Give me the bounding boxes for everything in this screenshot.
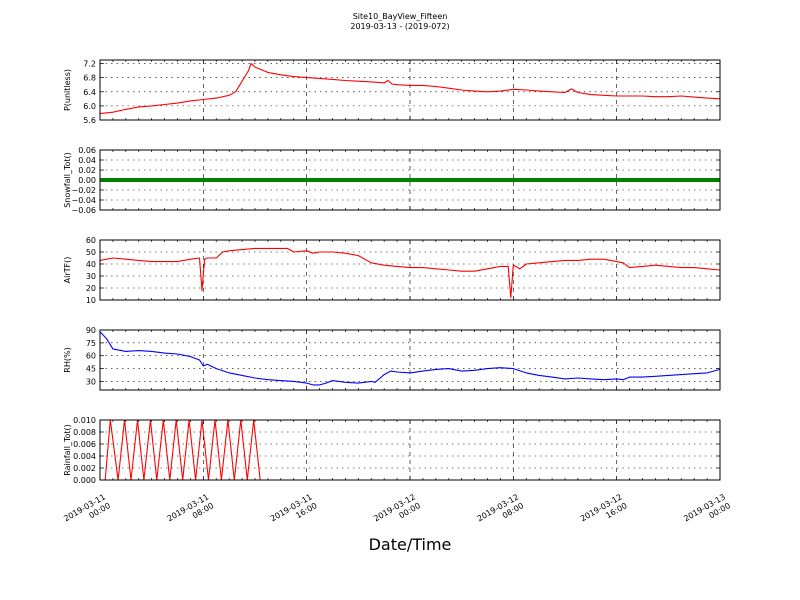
y-tick-label: 0.010 <box>73 416 96 425</box>
y-tick-label: 0.006 <box>73 440 96 449</box>
y-tick-label: 30 <box>86 272 96 281</box>
x-tick-label: 2019-03-1208:00 <box>476 492 526 532</box>
y-tick-label: −0.02 <box>71 186 96 195</box>
x-tick-label: 2019-03-1216:00 <box>579 492 629 532</box>
y-tick-label: 6.0 <box>83 102 96 111</box>
y-tick-label: 0.004 <box>73 452 96 461</box>
y-tick-label: 0.002 <box>73 464 96 473</box>
x-tick-label: 2019-03-1300:00 <box>682 492 732 532</box>
y-tick-label: 30 <box>86 377 96 386</box>
x-tick-label: 2019-03-1108:00 <box>166 492 216 532</box>
y-tick-label: 50 <box>86 248 96 257</box>
x-tick-label: 2019-03-1116:00 <box>269 492 319 532</box>
x-tick-labels: 2019-03-1100:00 2019-03-1108:00 2019-03-11… <box>62 492 732 532</box>
subplot-3: 10 20 30 40 50 60 AirTF() <box>63 236 721 305</box>
y-tick-label: 0.000 <box>73 476 96 485</box>
y-tick-label: 40 <box>86 260 96 269</box>
y-tick-label: 5.6 <box>83 116 96 125</box>
y-axis-label: RH(%) <box>63 347 72 372</box>
axes-frame <box>99 239 721 301</box>
axes-frame <box>99 419 721 481</box>
y-tick-label: 0.00 <box>78 176 96 185</box>
y-tick-label: 60 <box>86 236 96 245</box>
subplot-1: 5.6 6.0 6.4 6.8 7.2 P(unitless) <box>63 59 721 125</box>
y-tick-label: 7.2 <box>83 60 96 69</box>
y-tick-label: −0.04 <box>71 196 96 205</box>
chart-title: Site10_BayView_Fifteen <box>353 12 448 21</box>
x-tick-label: 2019-03-1200:00 <box>372 492 422 532</box>
y-axis-label: Rainfall_Tot() <box>63 424 72 476</box>
y-tick-label: 0.02 <box>78 166 96 175</box>
series-line <box>99 247 721 299</box>
y-tick-label: 75 <box>86 339 96 348</box>
y-tick-label: 0.04 <box>78 156 96 165</box>
x-axis-label: Date/Time <box>369 535 452 554</box>
y-axis-label: P(unitless) <box>63 69 72 111</box>
series-line <box>99 62 721 115</box>
x-tick-label: 2019-03-1100:00 <box>62 492 112 532</box>
y-tick-label: 0.06 <box>78 146 96 155</box>
subplot-4: 30 45 60 75 90 RH(%) <box>63 326 721 391</box>
axes-frame <box>99 329 721 391</box>
y-tick-label: 45 <box>86 365 96 374</box>
y-tick-label: 10 <box>86 296 96 305</box>
y-tick-label: −0.06 <box>71 206 96 215</box>
subplot-2: −0.06−0.04−0.020.000.020.040.06 Snowfall_… <box>63 146 721 215</box>
y-tick-label: 20 <box>86 284 96 293</box>
subplots: 5.6 6.0 6.4 6.8 7.2 P(unitless) −0.06−0.04−0.0… <box>63 59 721 485</box>
y-axis-label: Snowfall_Tot() <box>63 152 72 208</box>
y-tick-label: 60 <box>86 352 96 361</box>
axes-frame <box>99 59 721 121</box>
axes-frame <box>99 149 721 211</box>
y-tick-label: 6.4 <box>83 88 96 97</box>
y-tick-label: 0.008 <box>73 428 96 437</box>
chart-subtitle: 2019-03-13 - (2019-072) <box>350 22 449 31</box>
y-tick-label: 6.8 <box>83 74 96 83</box>
series-line <box>99 331 721 386</box>
y-axis-label: AirTF() <box>63 257 72 284</box>
subplot-5: 0.000 0.002 0.004 0.006 0.008 0.010Rainfall_T… <box>63 416 721 485</box>
y-tick-label: 90 <box>86 326 96 335</box>
